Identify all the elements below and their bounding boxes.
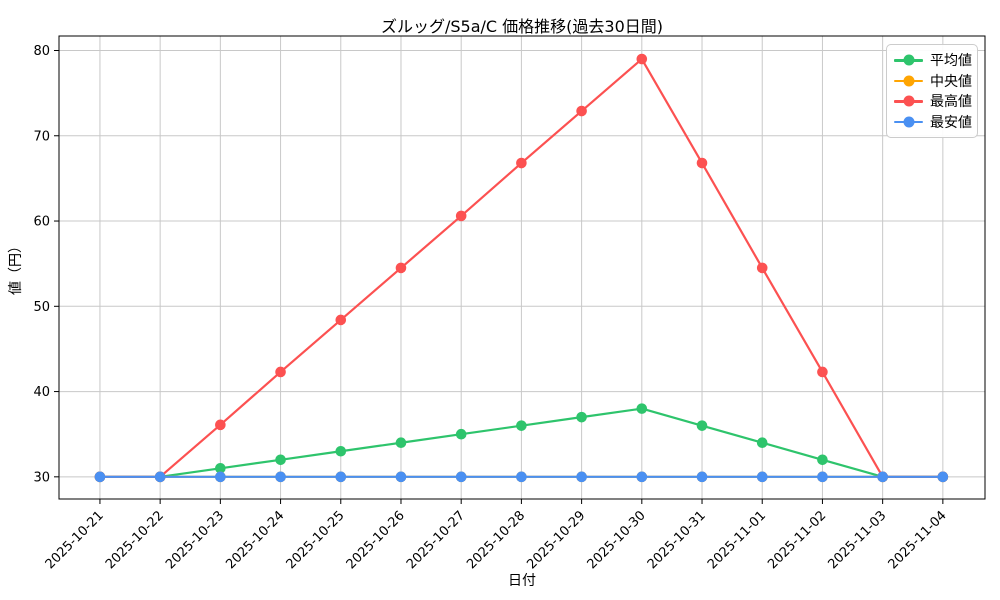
y-tick-label: 60 [33, 215, 50, 230]
data-point-最高値 [756, 262, 768, 274]
y-tick-label: 80 [33, 44, 50, 59]
data-point-最安値 [275, 471, 286, 483]
data-point-最安値 [154, 471, 166, 483]
y-tick-label: 50 [33, 300, 50, 315]
data-point-最高値 [335, 314, 347, 326]
data-point-平均値 [395, 437, 407, 449]
data-point-平均値 [756, 437, 768, 449]
x-tick-label: 2025-11-03 [825, 508, 889, 572]
legend-item-最安値: 最安値 [894, 112, 972, 133]
data-point-最安値 [516, 471, 527, 483]
data-point-最高値 [696, 157, 708, 169]
y-tick-label: 30 [33, 470, 50, 485]
chart-title: ズルッグ/S5a/C 価格推移(過去30日間) [380, 17, 664, 36]
data-point-平均値 [335, 445, 347, 457]
legend-label: 平均値 [930, 53, 972, 70]
data-point-最高値 [455, 210, 467, 222]
plot-border [58, 35, 986, 500]
data-point-最高値 [817, 366, 828, 378]
x-tick-label: 2025-10-31 [645, 508, 709, 572]
x-tick-label: 2025-10-28 [464, 508, 528, 572]
data-point-最安値 [756, 471, 768, 483]
x-tick-label: 2025-10-27 [404, 508, 468, 572]
data-point-最高値 [516, 157, 527, 169]
data-point-平均値 [696, 420, 708, 431]
x-tick-label: 2025-11-02 [765, 508, 829, 572]
data-point-平均値 [516, 420, 527, 431]
data-point-最安値 [335, 471, 347, 483]
data-point-平均値 [576, 411, 587, 423]
data-point-最安値 [455, 471, 467, 483]
legend-label: 最安値 [930, 114, 972, 131]
legend-label: 最高値 [930, 94, 972, 111]
legend-item-中央値: 中央値 [894, 71, 972, 92]
legend-item-最高値: 最高値 [894, 91, 972, 112]
y-tick-label: 40 [33, 385, 50, 400]
data-point-最安値 [576, 471, 587, 483]
x-tick-label: 2025-10-21 [43, 508, 107, 572]
data-point-平均値 [817, 454, 828, 466]
data-point-最安値 [817, 471, 828, 483]
legend-line-marker-icon [894, 95, 923, 107]
legend-line-marker-icon [894, 75, 923, 87]
data-point-最高値 [395, 262, 407, 274]
legend-item-平均値: 平均値 [894, 50, 972, 71]
data-point-最安値 [937, 471, 949, 483]
data-point-最高値 [576, 105, 587, 117]
legend-line-marker-icon [894, 54, 923, 66]
y-tick-label: 70 [33, 129, 50, 144]
data-point-最高値 [215, 419, 226, 431]
x-tick-label: 2025-10-23 [163, 508, 227, 572]
x-tick-label: 2025-11-01 [705, 508, 769, 572]
legend: 平均値中央値最高値最安値 [886, 44, 978, 138]
data-point-平均値 [275, 454, 286, 466]
data-point-最安値 [877, 471, 888, 483]
x-tick-label: 2025-10-22 [103, 508, 167, 572]
x-tick-label: 2025-10-26 [344, 508, 408, 572]
data-point-平均値 [215, 463, 226, 474]
x-tick-label: 2025-10-30 [585, 508, 649, 572]
x-tick-label: 2025-11-04 [886, 508, 950, 572]
data-point-最安値 [215, 471, 226, 483]
data-point-最高値 [636, 53, 648, 65]
data-point-最安値 [636, 471, 648, 483]
legend-line-marker-icon [894, 116, 923, 128]
x-tick-label: 2025-10-25 [284, 508, 348, 572]
data-point-平均値 [636, 403, 648, 414]
legend-label: 中央値 [930, 73, 972, 90]
data-point-最安値 [94, 471, 106, 483]
x-tick-label: 2025-10-24 [223, 508, 287, 572]
data-point-平均値 [455, 428, 467, 440]
y-axis-label: 値（円） [8, 239, 24, 295]
data-point-最安値 [395, 471, 407, 483]
data-point-最安値 [696, 471, 708, 483]
x-axis-label: 日付 [508, 573, 536, 589]
data-point-最高値 [275, 366, 286, 378]
x-tick-label: 2025-10-29 [524, 508, 588, 572]
